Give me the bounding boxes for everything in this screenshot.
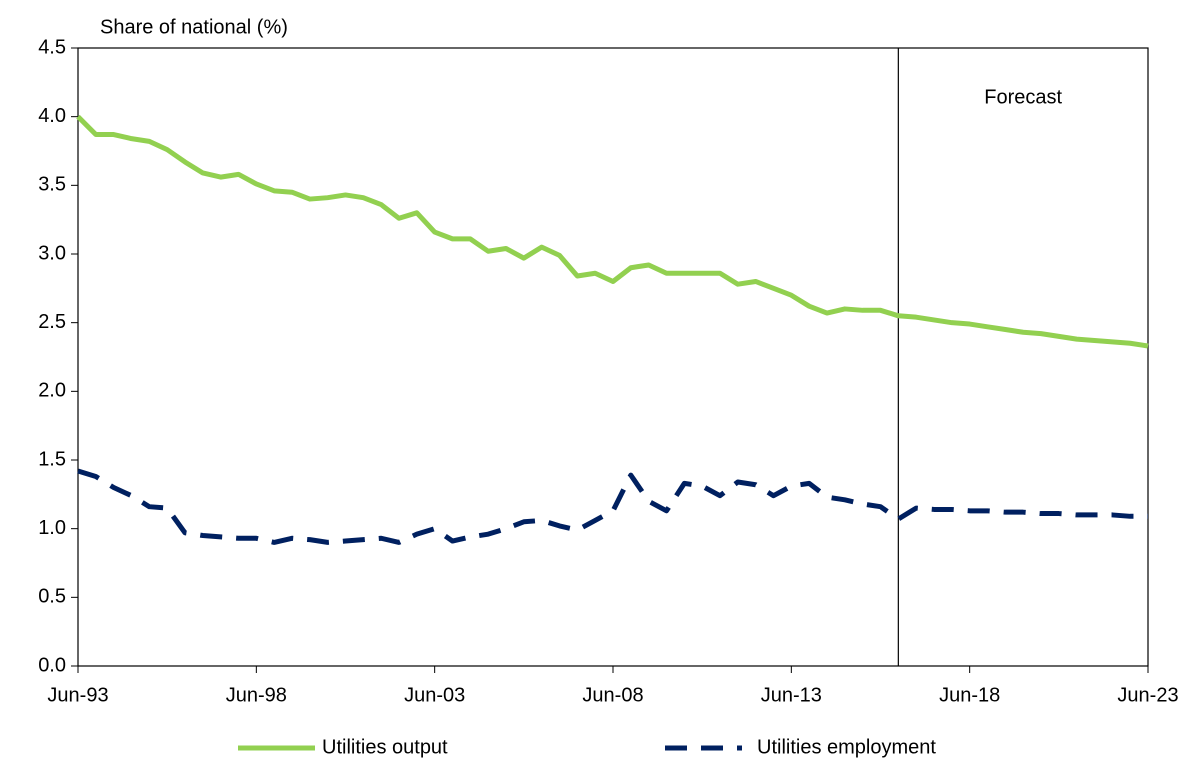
y-tick-label: 4.0: [38, 105, 66, 127]
x-tick-label: Jun-03: [404, 684, 465, 706]
x-tick-label: Jun-08: [582, 684, 643, 706]
y-axis-label: Share of national (%): [100, 16, 288, 38]
plot-frame: [77, 47, 1149, 667]
y-tick-label: 3.0: [38, 242, 66, 264]
legend-label: Utilities employment: [757, 736, 936, 758]
y-tick-label: 2.0: [38, 380, 66, 402]
y-tick-label: 1.0: [38, 517, 66, 539]
x-tick-label: Jun-93: [47, 684, 108, 706]
x-tick-label: Jun-13: [761, 684, 822, 706]
annotation: Forecast: [984, 86, 1062, 108]
x-tick-label: Jun-18: [939, 684, 1000, 706]
x-tick-label: Jun-23: [1117, 684, 1178, 706]
y-tick-label: 2.5: [38, 311, 66, 333]
series-line: [77, 468, 1148, 545]
x-tick-label: Jun-98: [226, 684, 287, 706]
y-tick-label: 1.5: [38, 448, 66, 470]
legend-label: Utilities output: [322, 736, 448, 758]
y-tick-label: 4.5: [38, 36, 66, 58]
y-tick-label: 3.5: [38, 174, 66, 196]
y-tick-label: 0.0: [38, 654, 66, 676]
series-line: [76, 114, 1149, 349]
y-tick-label: 0.5: [38, 586, 66, 608]
